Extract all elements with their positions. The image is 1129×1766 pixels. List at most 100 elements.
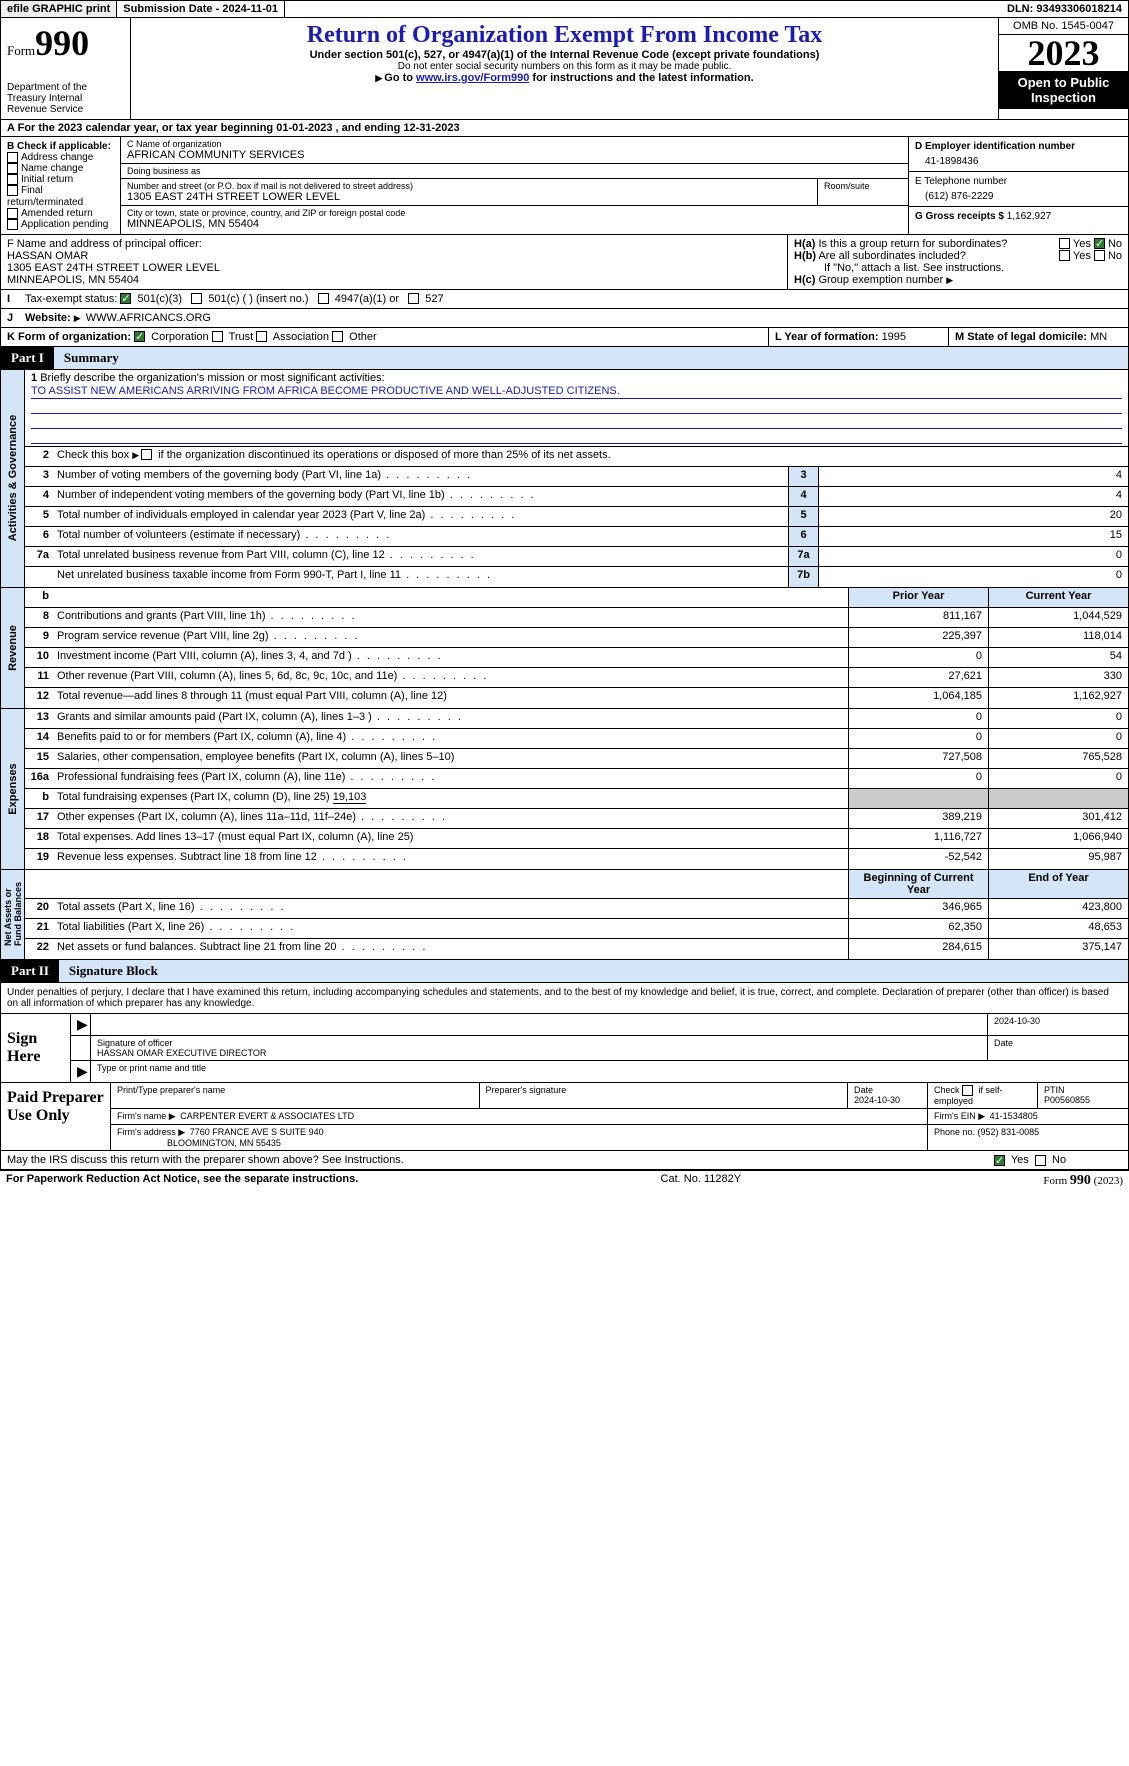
paid-preparer-block: Paid Preparer Use Only Print/Type prepar…: [0, 1083, 1129, 1151]
line6-val: 15: [818, 527, 1128, 546]
line7a-val: 0: [818, 547, 1128, 566]
line16b: Total fundraising expenses (Part IX, col…: [53, 789, 848, 808]
l14-curr: 0: [988, 729, 1128, 748]
l12-prior: 1,064,185: [848, 688, 988, 708]
l8-prior: 811,167: [848, 608, 988, 627]
dba-label: Doing business as: [127, 166, 902, 176]
checkbox-hb-no[interactable]: [1094, 250, 1105, 261]
na-vlabel: Net Assets orFund Balances: [3, 882, 23, 946]
top-toolbar: efile GRAPHIC print Submission Date - 20…: [0, 0, 1129, 18]
checkbox-name-change[interactable]: [7, 163, 18, 174]
l8-curr: 1,044,529: [988, 608, 1128, 627]
l21-end: 48,653: [988, 919, 1128, 938]
l19-prior: -52,542: [848, 849, 988, 869]
checkbox-app-pending[interactable]: [7, 219, 18, 230]
l13-curr: 0: [988, 709, 1128, 728]
cat-no: Cat. No. 11282Y: [358, 1173, 1043, 1189]
page-footer: For Paperwork Reduction Act Notice, see …: [0, 1170, 1129, 1191]
checkbox-discuss-yes[interactable]: [994, 1155, 1005, 1166]
room-label: Room/suite: [824, 181, 902, 191]
entity-info-block: B Check if applicable: Address change Na…: [0, 137, 1129, 235]
firm-name: CARPENTER EVERT & ASSOCIATES LTD: [180, 1111, 354, 1121]
l20-begin: 346,965: [848, 899, 988, 918]
line7b-val: 0: [818, 567, 1128, 587]
l16a-prior: 0: [848, 769, 988, 788]
submission-date: Submission Date - 2024-11-01: [117, 1, 285, 17]
part2-header: Part II Signature Block: [0, 960, 1129, 983]
l9-prior: 225,397: [848, 628, 988, 647]
discuss-row: May the IRS discuss this return with the…: [0, 1151, 1129, 1170]
sign-here-block: Sign Here ▶ 2024-10-30 Signature of offi…: [0, 1014, 1129, 1083]
gross-label: G Gross receipts $: [915, 211, 1007, 222]
year-block: OMB No. 1545-0047 2023 Open to Public In…: [998, 18, 1128, 119]
phone-value: (612) 876-2229: [915, 187, 1122, 202]
line4-val: 4: [818, 487, 1128, 506]
dln: DLN: 93493306018214: [1001, 1, 1128, 17]
summary-governance: Activities & Governance 1 Briefly descri…: [0, 370, 1129, 588]
checkbox-501c3[interactable]: [120, 293, 131, 304]
checkbox-final-return[interactable]: [7, 185, 18, 196]
checkbox-discontinued[interactable]: [141, 449, 152, 460]
checkbox-assoc[interactable]: [256, 331, 267, 342]
part1-header: Part I Summary: [0, 347, 1129, 370]
officer-addr1: 1305 EAST 24TH STREET LOWER LEVEL: [7, 262, 781, 274]
l21-begin: 62,350: [848, 919, 988, 938]
l18-curr: 1,066,940: [988, 829, 1128, 848]
checkbox-ha-yes[interactable]: [1059, 238, 1070, 249]
address-value: 1305 EAST 24TH STREET LOWER LEVEL: [127, 191, 811, 203]
officer-addr2: MINNEAPOLIS, MN 55404: [7, 274, 781, 286]
phone-label: E Telephone number: [915, 176, 1122, 187]
checkbox-527[interactable]: [408, 293, 419, 304]
city-label: City or town, state or province, country…: [127, 208, 902, 218]
l15-prior: 727,508: [848, 749, 988, 768]
mission-label: Briefly describe the organization's miss…: [40, 372, 384, 384]
firm-addr1: 7760 FRANCE AVE S SUITE 940: [190, 1127, 324, 1137]
officer-name: HASSAN OMAR: [7, 250, 781, 262]
department-label: Department of the Treasury Internal Reve…: [7, 82, 124, 115]
checkbox-other[interactable]: [332, 331, 343, 342]
checkbox-4947[interactable]: [318, 293, 329, 304]
title-block: Return of Organization Exempt From Incom…: [131, 18, 998, 119]
org-name-label: C Name of organization: [127, 139, 902, 149]
checkbox-discuss-no[interactable]: [1035, 1155, 1046, 1166]
open-public-badge: Open to Public Inspection: [999, 71, 1128, 109]
gov-vlabel: Activities & Governance: [7, 415, 19, 542]
l11-prior: 27,621: [848, 668, 988, 687]
org-form-row: K Form of organization: Corporation Trus…: [0, 328, 1129, 347]
irs-link[interactable]: www.irs.gov/Form990: [416, 72, 529, 84]
l17-curr: 301,412: [988, 809, 1128, 828]
form-id-block: Form990 Department of the Treasury Inter…: [1, 18, 131, 119]
checkbox-trust[interactable]: [212, 331, 223, 342]
gross-value: 1,162,927: [1007, 211, 1052, 222]
section-h-a: H(a) Is this a group return for subordin…: [794, 238, 1122, 250]
l17-prior: 389,219: [848, 809, 988, 828]
checkbox-self-employed[interactable]: [962, 1085, 973, 1096]
l12-curr: 1,162,927: [988, 688, 1128, 708]
section-c: C Name of organization AFRICAN COMMUNITY…: [121, 137, 908, 234]
section-b: B Check if applicable: Address change Na…: [1, 137, 121, 234]
ssn-note: Do not enter social security numbers on …: [137, 61, 992, 72]
mission-text: TO ASSIST NEW AMERICANS ARRIVING FROM AF…: [31, 384, 1122, 399]
checkbox-initial-return[interactable]: [7, 174, 18, 185]
efile-button[interactable]: efile GRAPHIC print: [1, 1, 117, 17]
exp-vlabel: Expenses: [7, 763, 19, 814]
section-h-c: H(c) Group exemption number: [794, 274, 1122, 286]
year-formation: 1995: [882, 331, 906, 343]
checkbox-501c[interactable]: [191, 293, 202, 304]
section-d: D Employer identification number 41-1898…: [908, 137, 1128, 234]
checkbox-corp[interactable]: [134, 331, 145, 342]
tax-year-range: A For the 2023 calendar year, or tax yea…: [0, 120, 1129, 137]
firm-addr2: BLOOMINGTON, MN 55435: [167, 1138, 281, 1148]
l22-end: 375,147: [988, 939, 1128, 959]
firm-phone: (952) 831-0085: [978, 1127, 1040, 1137]
checkbox-hb-yes[interactable]: [1059, 250, 1070, 261]
line2: Check this box if the organization disco…: [53, 447, 1128, 466]
checkbox-address-change[interactable]: [7, 152, 18, 163]
l14-prior: 0: [848, 729, 988, 748]
line3-val: 4: [818, 467, 1128, 486]
checkbox-ha-no[interactable]: [1094, 238, 1105, 249]
section-h-b: H(b) Are all subordinates included? Yes …: [794, 250, 1122, 262]
section-h-b-note: If "No," attach a list. See instructions…: [794, 262, 1122, 274]
checkbox-amended[interactable]: [7, 208, 18, 219]
form-title: Return of Organization Exempt From Incom…: [137, 22, 992, 49]
